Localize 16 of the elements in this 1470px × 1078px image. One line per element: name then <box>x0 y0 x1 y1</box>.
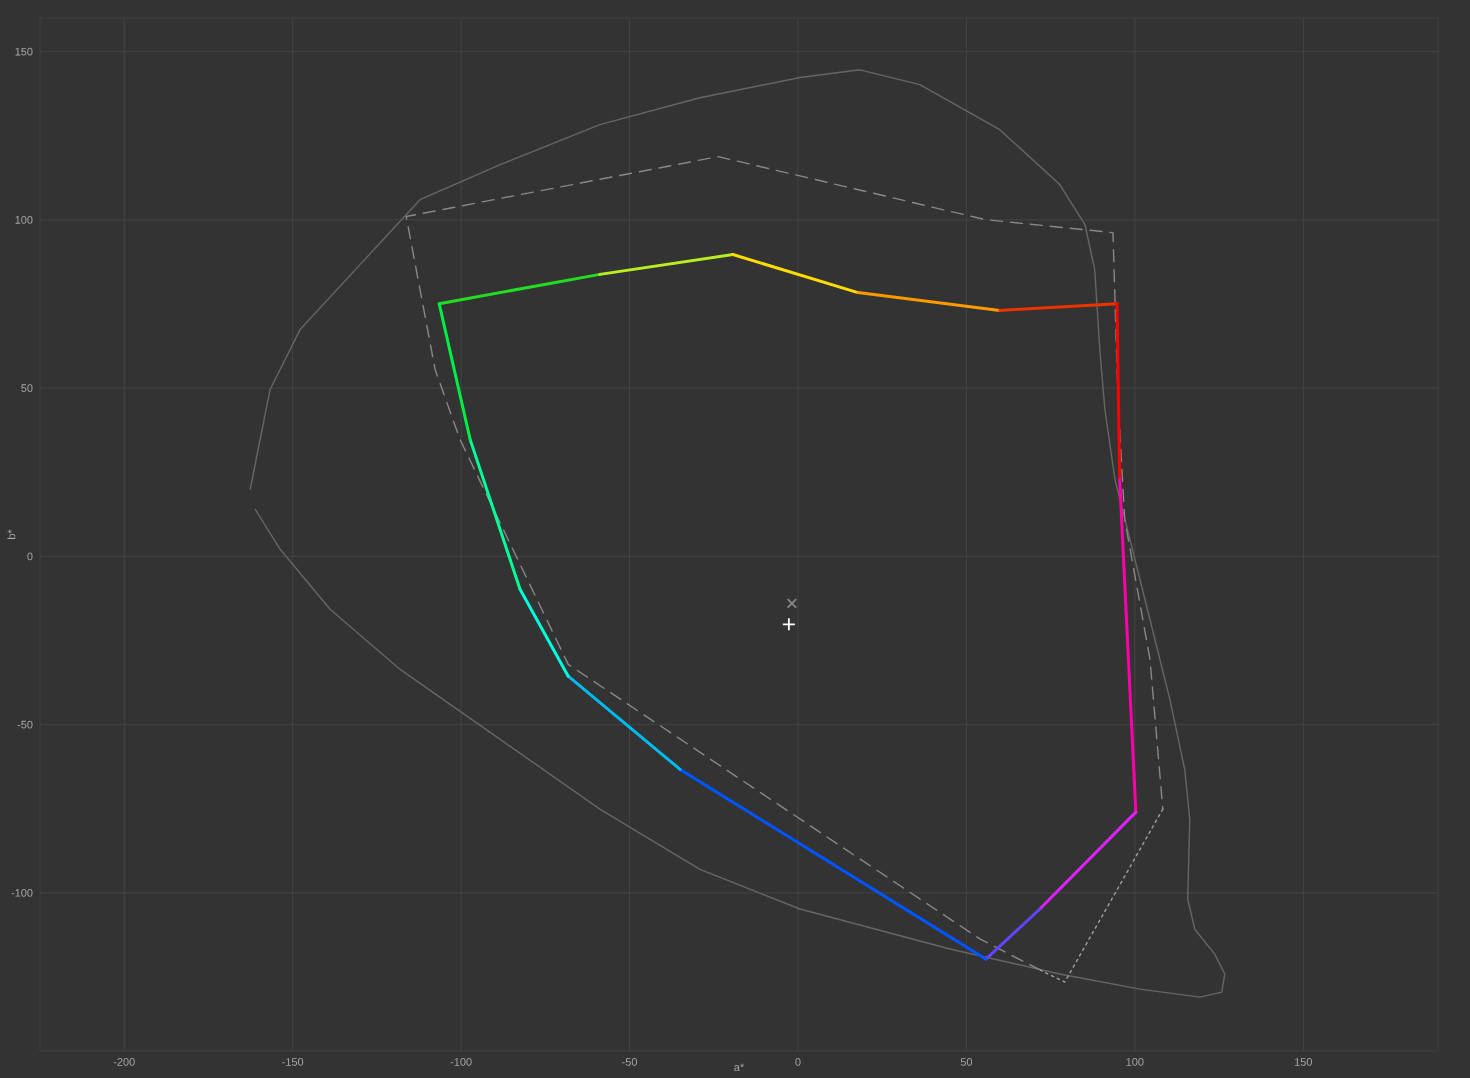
x-tick-label: 50 <box>960 1058 973 1066</box>
x-tick-label: -200 <box>113 1058 135 1066</box>
y-tick-label: -100 <box>11 888 33 897</box>
y-axis-title: b* <box>7 529 16 539</box>
x-axis-title: a* <box>734 1063 745 1072</box>
y-tick-label: 150 <box>15 47 33 56</box>
x-tick-label: -50 <box>622 1058 638 1066</box>
x-tick-label: -150 <box>282 1058 304 1066</box>
x-tick-label: 100 <box>1126 1058 1144 1066</box>
y-tick-label: -50 <box>17 720 33 729</box>
x-tick-label: 150 <box>1294 1058 1312 1066</box>
y-tick-label: 50 <box>21 384 33 392</box>
y-tick-label: 100 <box>15 215 33 224</box>
y-tick-label: 0 <box>27 552 33 561</box>
x-tick-label: -100 <box>450 1058 472 1066</box>
x-tick-label: 0 <box>795 1058 801 1066</box>
